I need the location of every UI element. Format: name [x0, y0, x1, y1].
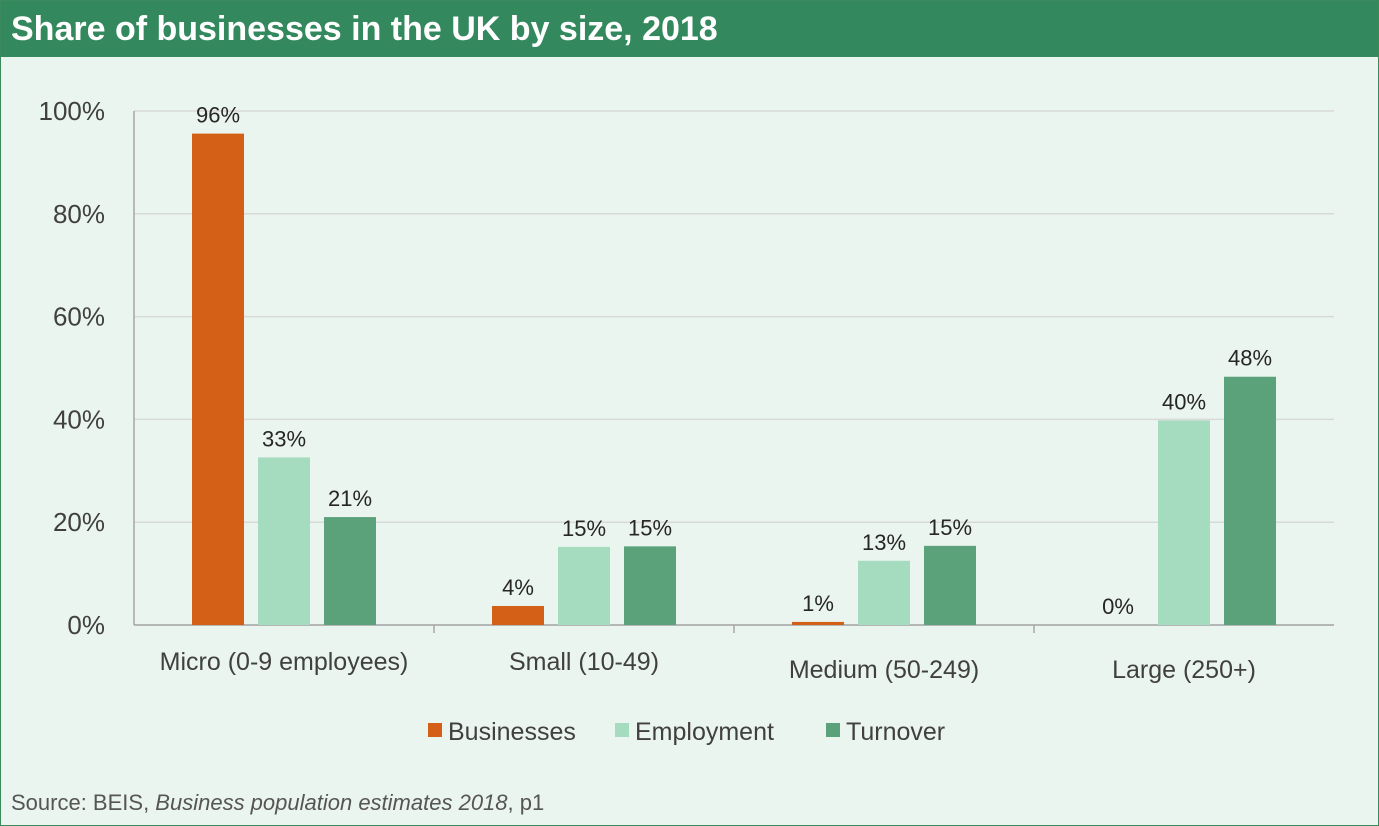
- legend-label-employment: Employment: [635, 718, 774, 746]
- bar-businesses: [492, 605, 544, 625]
- legend-swatch-employment: [615, 723, 629, 737]
- bar-employment: [1158, 420, 1210, 625]
- bar-businesses: [192, 133, 244, 625]
- data-label: 96%: [196, 103, 240, 128]
- data-label: 33%: [262, 426, 306, 451]
- y-tick-label: 0%: [67, 610, 105, 640]
- x-category-label: Medium (50-249): [789, 656, 979, 684]
- bar-employment: [858, 560, 910, 625]
- y-tick-label: 80%: [53, 199, 105, 229]
- legend-swatch-businesses: [428, 723, 442, 737]
- bar-businesses: [792, 621, 844, 625]
- source-prefix: Source: BEIS,: [11, 790, 156, 815]
- bar-chart: 0% 20% 40% 60% 80% 100% Micro (0-9 employees) 9…: [39, 96, 1334, 746]
- bar-turnover: [924, 545, 976, 625]
- bar-employment: [558, 546, 610, 625]
- legend-label-businesses: Businesses: [448, 718, 576, 746]
- data-label: 15%: [562, 516, 606, 541]
- data-label: 13%: [862, 530, 906, 555]
- data-label: 4%: [502, 575, 534, 600]
- source-publication: Business population estimates 2018: [155, 790, 508, 815]
- x-category-label: Large (250+): [1112, 656, 1256, 684]
- data-label: 48%: [1228, 346, 1272, 371]
- data-label: 1%: [802, 591, 834, 616]
- title-bar: Share of businesses in the UK by size, 2…: [1, 1, 1378, 57]
- chart-title: Share of businesses in the UK by size, 2…: [11, 10, 718, 48]
- bar-turnover: [624, 546, 676, 625]
- legend-swatch-turnover: [826, 723, 840, 737]
- data-label: 40%: [1162, 389, 1206, 414]
- y-tick-label: 40%: [53, 404, 105, 434]
- bar-turnover: [324, 517, 376, 625]
- legend-label-turnover: Turnover: [846, 718, 945, 746]
- source-suffix: , p1: [507, 790, 545, 815]
- y-tick-label: 20%: [53, 507, 105, 537]
- y-tick-label: 60%: [53, 302, 105, 332]
- data-label: 0%: [1102, 594, 1134, 619]
- data-label: 21%: [328, 486, 372, 511]
- data-label: 15%: [628, 515, 672, 540]
- bar-turnover: [1224, 376, 1276, 625]
- bar-employment: [258, 457, 310, 625]
- x-category-label: Micro (0-9 employees): [160, 648, 409, 676]
- source-note: Source: BEIS, Business population estima…: [11, 790, 544, 816]
- y-tick-label: 100%: [39, 96, 106, 126]
- data-label: 15%: [928, 515, 972, 540]
- x-category-label: Small (10-49): [509, 648, 659, 676]
